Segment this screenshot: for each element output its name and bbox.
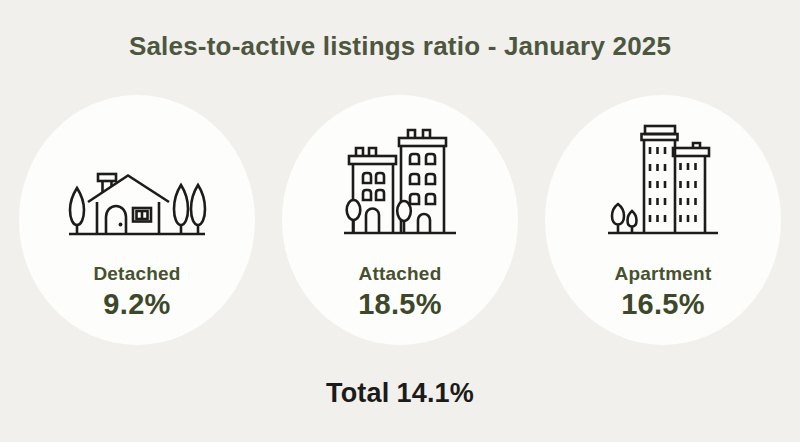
- apartment-towers-icon: [606, 95, 720, 237]
- attached-townhouses-icon: [342, 95, 458, 237]
- detached-house-icon: [67, 95, 207, 237]
- category-label: Detached: [93, 263, 180, 285]
- infographic-canvas: Sales-to-active listings ratio - January…: [0, 0, 800, 442]
- category-circles: Detached 9.2%: [0, 95, 800, 345]
- category-value: 16.5%: [621, 288, 705, 321]
- category-value: 9.2%: [103, 288, 170, 321]
- category-card-detached: Detached 9.2%: [19, 95, 255, 345]
- category-value: 18.5%: [358, 288, 442, 321]
- page-title: Sales-to-active listings ratio - January…: [0, 0, 800, 62]
- category-label: Attached: [359, 263, 442, 285]
- total-value: 14.1%: [396, 378, 474, 408]
- category-label: Apartment: [615, 263, 712, 285]
- category-card-apartment: Apartment 16.5%: [545, 95, 781, 345]
- category-card-attached: Attached 18.5%: [282, 95, 518, 345]
- total-label: Total: [326, 378, 390, 408]
- total-summary: Total14.1%: [0, 378, 800, 409]
